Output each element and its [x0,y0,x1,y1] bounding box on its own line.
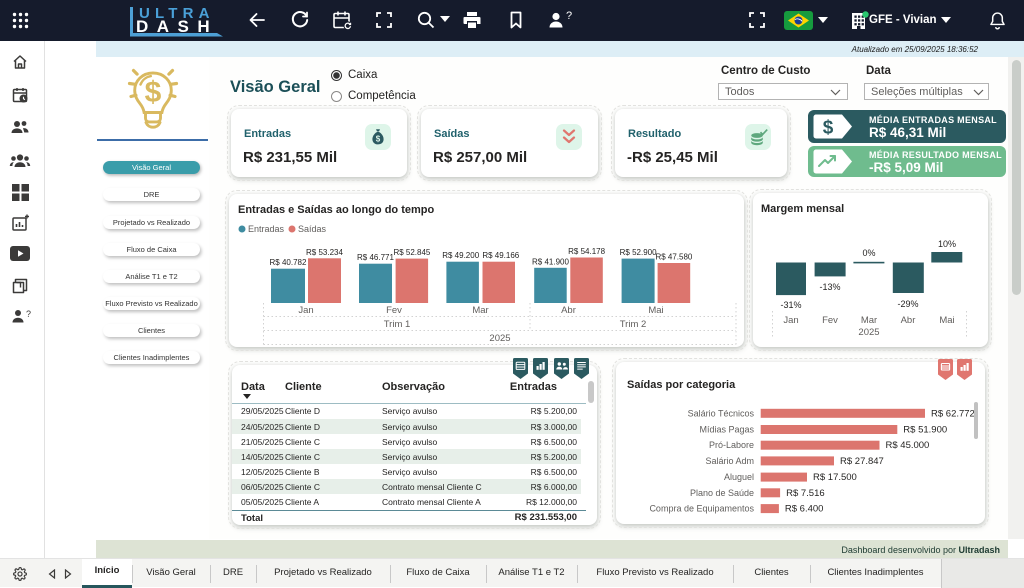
svg-text:Pró-Labore: Pró-Labore [709,440,754,450]
svg-text:R$ 7.516: R$ 7.516 [786,488,825,499]
svg-text:R$ 40.782: R$ 40.782 [270,258,307,267]
svg-text:Trim 2: Trim 2 [620,319,647,330]
svg-text:R$ 46.771: R$ 46.771 [357,253,394,262]
svg-text:Salário Técnicos: Salário Técnicos [688,408,755,418]
svg-text:Abr: Abr [901,315,916,326]
svg-text:R$ 52.845: R$ 52.845 [393,248,430,257]
svg-text:2025: 2025 [858,327,879,338]
svg-text:R$ 52.900: R$ 52.900 [620,248,657,257]
svg-text:Entradas e Saídas ao longo do: Entradas e Saídas ao longo do tempo [238,204,434,216]
svg-text:10%: 10% [938,239,956,249]
svg-text:Saídas por categoria: Saídas por categoria [627,379,736,391]
svg-text:-31%: -31% [780,300,801,310]
svg-text:Entradas: Entradas [248,224,285,234]
svg-text:R$ 45.000: R$ 45.000 [886,440,930,451]
svg-text:Saídas: Saídas [298,224,327,234]
svg-text:Mai: Mai [939,315,954,326]
svg-text:Plano de Saúde: Plano de Saúde [690,488,754,498]
svg-text:Jan: Jan [783,315,798,326]
svg-text:$: $ [376,135,381,144]
svg-text:Margem mensal: Margem mensal [761,203,844,215]
svg-text:0%: 0% [862,248,875,258]
svg-text:Mai: Mai [648,305,663,316]
svg-text:-13%: -13% [819,282,840,292]
svg-text:R$ 49.200: R$ 49.200 [442,251,479,260]
svg-text:Mar: Mar [861,315,877,326]
svg-text:Salário Adm: Salário Adm [705,456,754,466]
svg-text:R$ 53.234: R$ 53.234 [306,248,343,257]
svg-text:Fev: Fev [386,305,402,316]
svg-text:Trim 1: Trim 1 [384,319,411,330]
svg-text:Mídias Pagas: Mídias Pagas [699,425,754,435]
svg-text:$: $ [823,118,834,139]
svg-text:Abr: Abr [561,305,576,316]
svg-text:R$ 54.178: R$ 54.178 [568,247,605,256]
svg-text:2025: 2025 [489,333,510,344]
svg-text:Fev: Fev [822,315,838,326]
svg-text:Mar: Mar [472,305,488,316]
svg-text:R$ 49.166: R$ 49.166 [482,251,519,260]
svg-text:R$ 51.900: R$ 51.900 [903,425,947,436]
svg-text:-29%: -29% [897,299,918,309]
svg-text:R$ 6.400: R$ 6.400 [785,504,824,515]
svg-text:Jan: Jan [298,305,313,316]
svg-text:R$ 27.847: R$ 27.847 [840,456,884,467]
svg-text:R$ 41.900: R$ 41.900 [532,257,569,266]
svg-text:Aluguel: Aluguel [724,472,754,482]
svg-text:$: $ [145,76,162,109]
svg-text:R$ 62.772: R$ 62.772 [931,408,975,419]
svg-text:R$ 17.500: R$ 17.500 [813,472,857,483]
svg-text:Compra de Equipamentos: Compra de Equipamentos [649,504,754,514]
svg-text:R$ 47.580: R$ 47.580 [655,253,692,262]
